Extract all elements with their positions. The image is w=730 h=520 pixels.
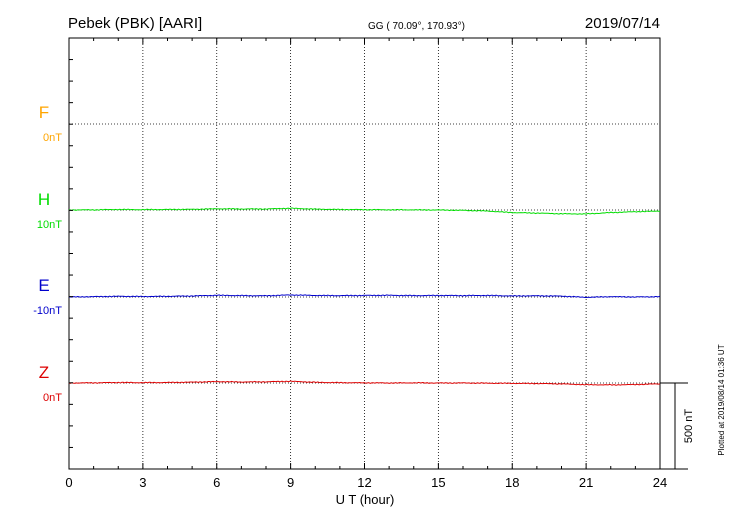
x-tick-label: 18: [505, 475, 519, 490]
series-line-z: [68, 380, 661, 386]
station-title: Pebek (PBK) [AARI]: [68, 15, 202, 32]
series-line-h: [68, 207, 660, 215]
coordinates-label: GG ( 70.09°, 170.93°): [368, 21, 465, 32]
date-label: 2019/07/14: [585, 15, 660, 32]
x-tick-label: 6: [213, 475, 220, 490]
series-name-e: E: [38, 276, 49, 295]
x-tick-label: 9: [287, 475, 294, 490]
series-baseline-h: 10nT: [37, 219, 62, 231]
series-baseline-z: 0nT: [43, 392, 62, 404]
x-tick-label: 15: [431, 475, 445, 490]
x-axis-ticks: 0 3 6 9 12 15 18 21 24: [65, 38, 667, 490]
series-labels: F 0nT H 10nT E -10nT Z 0nT: [33, 103, 62, 404]
series-traces: [68, 207, 661, 386]
x-tick-label: 12: [357, 475, 371, 490]
x-tick-label: 0: [65, 475, 72, 490]
scale-bar: 500 nT: [660, 382, 695, 470]
x-tick-label: 24: [653, 475, 667, 490]
series-baseline-e: -10nT: [33, 305, 62, 317]
series-name-f: F: [39, 103, 49, 122]
plotted-timestamp: Plotted at 2019/08/14 01:36 UT: [717, 344, 726, 455]
series-baseline-f: 0nT: [43, 132, 62, 144]
series-line-e: [68, 294, 661, 298]
series-name-z: Z: [39, 363, 49, 382]
scale-bar-label: 500 nT: [683, 409, 695, 444]
series-name-h: H: [38, 190, 50, 209]
x-tick-label: 21: [579, 475, 593, 490]
grid-lines: [69, 38, 660, 469]
x-tick-label: 3: [139, 475, 146, 490]
x-axis-label: U T (hour): [336, 492, 395, 507]
